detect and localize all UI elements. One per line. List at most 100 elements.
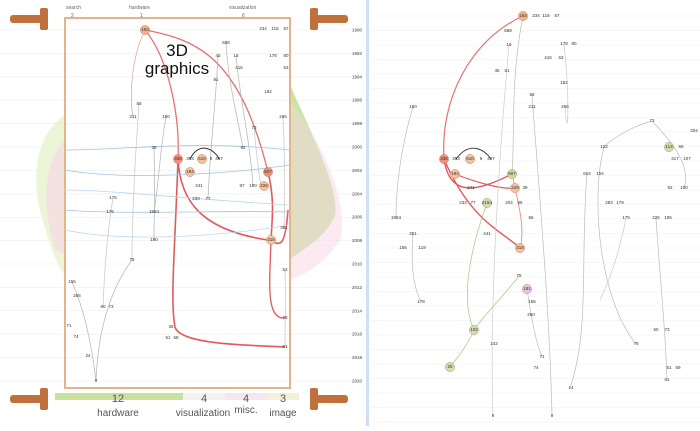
node-416[interactable]: 416 xyxy=(544,55,552,60)
node-60[interactable]: 60 xyxy=(100,304,106,309)
node-266[interactable]: 266 xyxy=(279,114,287,119)
node-351[interactable]: 351 xyxy=(409,231,417,236)
node-228[interactable]: 228 xyxy=(510,183,520,193)
node-75[interactable]: 75 xyxy=(129,257,135,262)
node-228[interactable]: 228 xyxy=(259,181,269,191)
clamp-top-right[interactable] xyxy=(310,8,348,30)
node-36[interactable]: 36 xyxy=(168,324,174,329)
node-467[interactable]: 467 xyxy=(487,156,495,161)
node-9[interactable]: 9 xyxy=(210,156,213,161)
node-0[interactable]: 0 xyxy=(95,378,98,383)
node-1584[interactable]: 1584 xyxy=(149,209,160,214)
node-63[interactable]: 63 xyxy=(283,65,289,70)
node-318[interactable]: 318 xyxy=(515,243,525,253)
node-25[interactable]: 25 xyxy=(445,362,455,372)
node-71[interactable]: 71 xyxy=(539,354,545,359)
node-73b[interactable]: 73 xyxy=(664,327,670,332)
node-234[interactable]: 234 xyxy=(532,13,540,18)
node-142[interactable]: 142 xyxy=(490,341,498,346)
node-122[interactable]: 122 xyxy=(600,144,608,149)
node-78[interactable]: 78 xyxy=(633,341,639,346)
node-100[interactable]: 100 xyxy=(680,185,688,190)
node-180[interactable]: 180 xyxy=(162,114,170,119)
node-73[interactable]: 73 xyxy=(649,118,655,123)
node-61[interactable]: 61 xyxy=(282,344,288,349)
node-156[interactable]: 156 xyxy=(399,245,407,250)
node-256[interactable]: 256 xyxy=(73,293,81,298)
node-293[interactable]: 293 xyxy=(605,200,613,205)
clamp-bottom-right[interactable] xyxy=(310,388,348,410)
bar-visualization[interactable] xyxy=(183,393,225,400)
node-318[interactable]: 318 xyxy=(266,235,276,245)
node-1584[interactable]: 1584 xyxy=(391,215,402,220)
node-688[interactable]: 688 xyxy=(222,40,230,45)
node-260[interactable]: 260 xyxy=(527,312,535,317)
node-180[interactable]: 180 xyxy=(409,104,417,109)
node-80[interactable]: 80 xyxy=(571,41,577,46)
node-688[interactable]: 688 xyxy=(504,28,512,33)
bar-misc[interactable] xyxy=(225,393,267,400)
node-45[interactable]: 45 xyxy=(215,53,221,58)
node-175[interactable]: 175 xyxy=(109,195,117,200)
node-106[interactable]: 106 xyxy=(664,215,672,220)
node-610[interactable]: 610 xyxy=(465,154,475,164)
node-77[interactable]: 77 xyxy=(205,196,211,201)
clamp-top-left[interactable] xyxy=(10,8,48,30)
node-77[interactable]: 77 xyxy=(470,200,476,205)
node-178b[interactable]: 178 xyxy=(417,299,425,304)
node-67[interactable]: 67 xyxy=(283,26,289,31)
node-204[interactable]: 204 xyxy=(690,128,698,133)
node-97[interactable]: 97 xyxy=(239,183,245,188)
node-0b[interactable]: 0 xyxy=(551,413,554,418)
node-194[interactable]: 194 xyxy=(185,167,195,177)
clamp-bottom-left[interactable] xyxy=(10,388,48,410)
node-92[interactable]: 92 xyxy=(240,145,246,150)
node-45[interactable]: 45 xyxy=(494,68,500,73)
node-194[interactable]: 194 xyxy=(450,169,460,179)
node-115[interactable]: 115 xyxy=(271,26,279,31)
node-266[interactable]: 266 xyxy=(561,104,569,109)
node-73[interactable]: 73 xyxy=(251,125,257,130)
node-24[interactable]: 24 xyxy=(85,353,91,358)
node-119[interactable]: 119 xyxy=(418,245,426,250)
node-71[interactable]: 71 xyxy=(66,323,72,328)
node-60[interactable]: 60 xyxy=(653,327,659,332)
panel-divider[interactable] xyxy=(366,0,369,426)
node-416[interactable]: 416 xyxy=(235,65,243,70)
node-226[interactable]: 226 xyxy=(652,215,660,220)
node-68[interactable]: 68 xyxy=(678,144,684,149)
node-58b[interactable]: 58 xyxy=(173,335,179,340)
node-607[interactable]: 607 xyxy=(263,167,273,177)
node-61[interactable]: 61 xyxy=(664,377,670,382)
node-353[interactable]: 353 xyxy=(186,156,194,161)
node-156[interactable]: 156 xyxy=(68,279,76,284)
node-193[interactable]: 193 xyxy=(518,11,528,21)
node-78[interactable]: 78 xyxy=(282,315,288,320)
node-58[interactable]: 58 xyxy=(136,101,142,106)
node-74[interactable]: 74 xyxy=(533,365,539,370)
node-241[interactable]: 241 xyxy=(195,183,203,188)
node-2154[interactable]: 2154 xyxy=(482,198,493,208)
node-86[interactable]: 86 xyxy=(517,200,523,205)
bar-hardware[interactable] xyxy=(55,393,183,400)
node-182[interactable]: 182 xyxy=(560,80,568,85)
node-233[interactable]: 233 xyxy=(459,200,467,205)
node-336[interactable]: 336 xyxy=(173,154,183,164)
node-610[interactable]: 610 xyxy=(197,154,207,164)
node-51[interactable]: 51 xyxy=(504,68,510,73)
node-73b[interactable]: 73 xyxy=(108,304,114,309)
node-241[interactable]: 241 xyxy=(467,185,475,190)
node-74[interactable]: 74 xyxy=(73,334,79,339)
node-317[interactable]: 317 xyxy=(671,156,679,161)
node-211[interactable]: 211 xyxy=(528,104,536,109)
node-16[interactable]: 16 xyxy=(506,42,512,47)
node-14[interactable]: 14 xyxy=(568,385,574,390)
node-182[interactable]: 182 xyxy=(264,89,272,94)
node-16[interactable]: 16 xyxy=(233,53,239,58)
node-53[interactable]: 53 xyxy=(282,267,288,272)
node-67[interactable]: 67 xyxy=(554,13,560,18)
node-0[interactable]: 0 xyxy=(492,413,495,418)
bar-image[interactable] xyxy=(267,393,299,400)
node-353[interactable]: 353 xyxy=(452,156,460,161)
node-92[interactable]: 92 xyxy=(667,185,673,190)
